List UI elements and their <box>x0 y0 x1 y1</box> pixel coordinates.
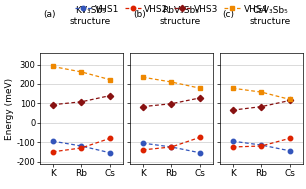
Text: (c): (c) <box>223 10 235 19</box>
Y-axis label: Energy (meV): Energy (meV) <box>5 78 14 140</box>
Text: (b): (b) <box>133 10 146 19</box>
Text: KV₃Sb₅
structure: KV₃Sb₅ structure <box>70 6 111 26</box>
Text: (a): (a) <box>43 10 55 19</box>
Text: RbV₃Sb₅
structure: RbV₃Sb₅ structure <box>160 6 201 26</box>
Legend: VHS1, VHS2, VHS3, VHS4: VHS1, VHS2, VHS3, VHS4 <box>75 5 268 14</box>
Text: CsV₃Sb₅
structure: CsV₃Sb₅ structure <box>250 6 291 26</box>
